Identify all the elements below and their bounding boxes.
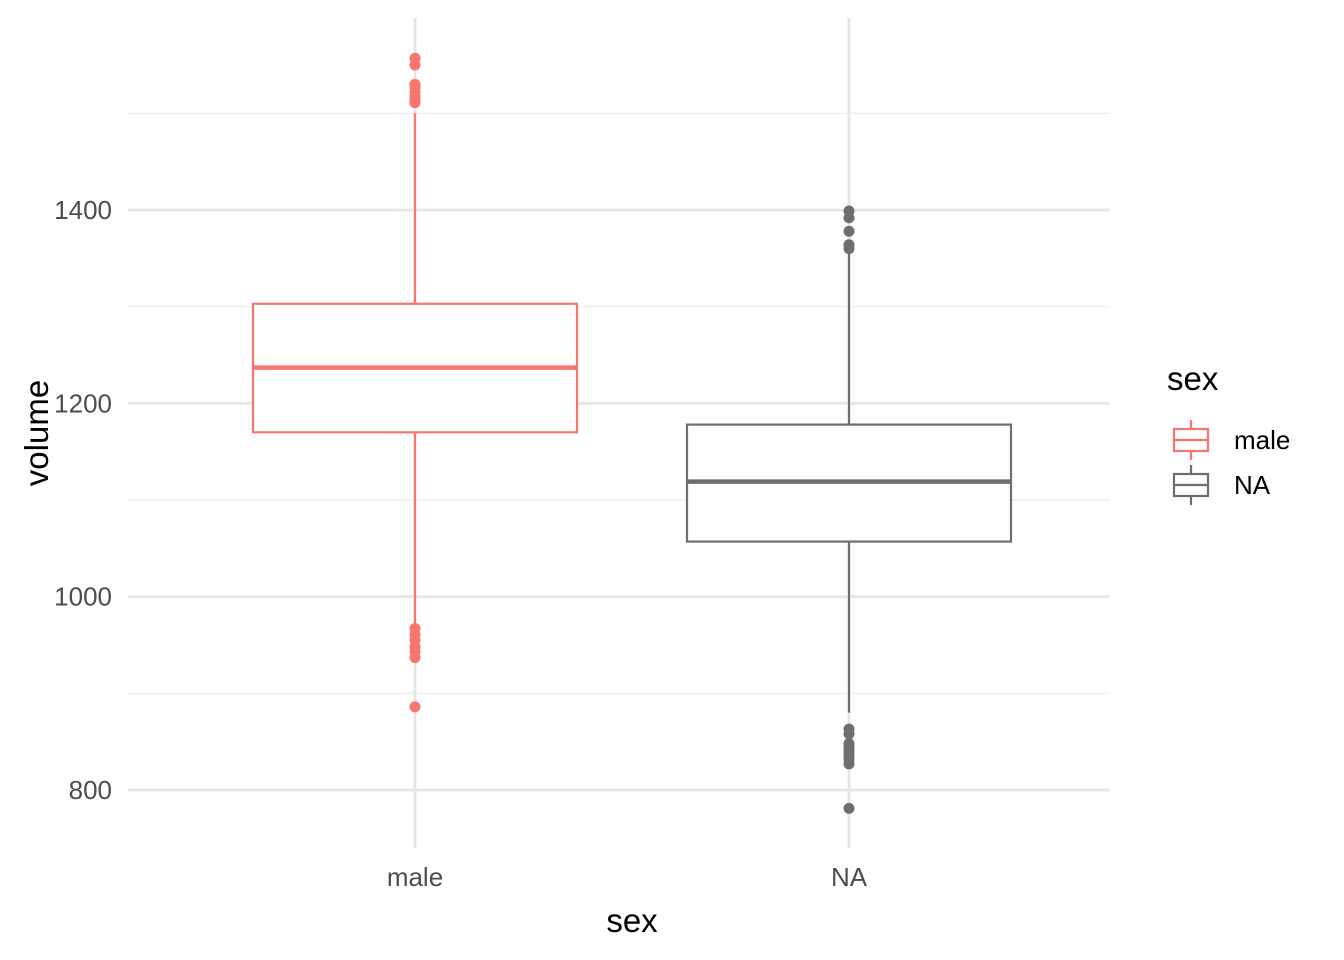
legend-label: NA — [1234, 470, 1271, 500]
legend-item-na: NA — [1172, 465, 1271, 505]
outlier-point — [843, 758, 855, 770]
y-tick-label: 1000 — [54, 582, 112, 612]
outlier-point — [843, 802, 855, 814]
outlier-point — [409, 652, 421, 664]
outlier-point — [409, 59, 421, 71]
outlier-point — [843, 225, 855, 237]
y-tick-label: 1200 — [54, 388, 112, 418]
x-axis-ticks: male NA — [387, 862, 868, 892]
y-axis-title: volume — [18, 380, 55, 486]
y-tick-label: 1400 — [54, 195, 112, 225]
y-tick-label: 800 — [69, 775, 112, 805]
legend-title: sex — [1167, 360, 1219, 397]
legend-keys: male NA — [1172, 420, 1290, 505]
outlier-point — [409, 701, 421, 713]
box-male — [251, 52, 579, 713]
x-axis-title: sex — [606, 902, 658, 939]
outlier-point — [843, 728, 855, 740]
outlier-point — [409, 97, 421, 109]
boxes — [251, 52, 1013, 814]
x-tick-label: NA — [831, 862, 868, 892]
legend: sex male NA — [1167, 360, 1290, 505]
outlier-point — [843, 212, 855, 224]
outlier-point — [843, 243, 855, 255]
y-axis-ticks: 800 1000 1200 1400 — [54, 195, 112, 805]
box-na — [685, 205, 1013, 814]
legend-item-male: male — [1172, 420, 1290, 460]
x-tick-label: male — [387, 862, 443, 892]
legend-label: male — [1234, 425, 1290, 455]
